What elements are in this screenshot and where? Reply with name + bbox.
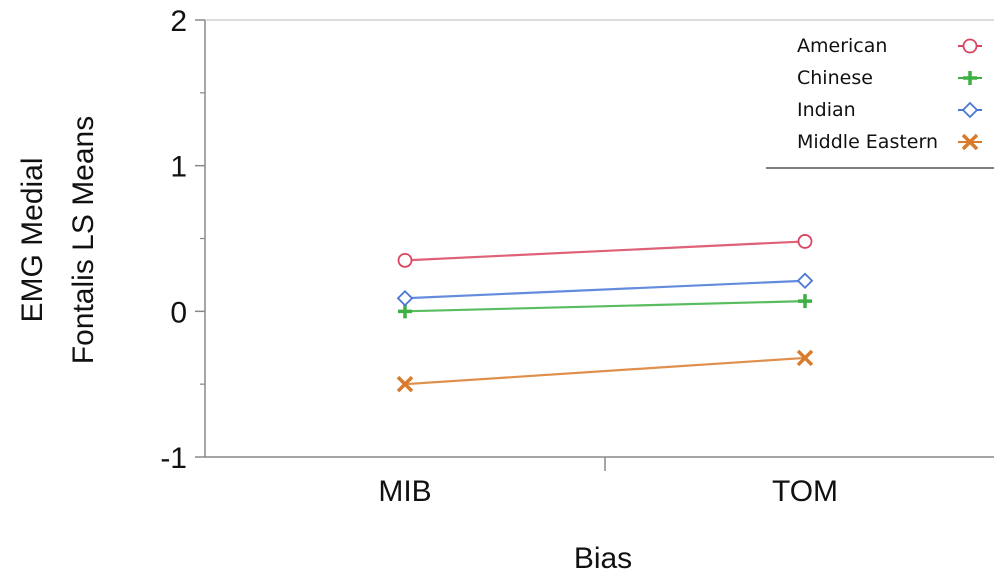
data-point-american-tom (797, 234, 813, 249)
legend-label: Chinese (797, 67, 873, 89)
legend-swatch-marker (961, 101, 979, 119)
series-line-american (404, 240, 806, 262)
y-tick-label: 2 (170, 5, 187, 38)
series-line-indian (404, 279, 806, 300)
series-chinese (398, 294, 812, 319)
legend-item-american: American (797, 35, 982, 57)
data-point-middle-eastern-tom (796, 349, 814, 367)
legend-item-chinese: Chinese (797, 67, 982, 89)
data-point-american-mib (397, 252, 413, 268)
y-tick-label: 0 (170, 296, 187, 329)
marker-shape (397, 252, 413, 268)
y-axis-title-line-2: Fontalis LS Means (67, 116, 100, 364)
legend: American Chinese Indian Middle Eastern (766, 35, 994, 169)
marker-shape (798, 294, 812, 309)
data-point-chinese-tom (798, 294, 812, 309)
legend-label: American (797, 35, 887, 57)
series-layer (396, 234, 814, 393)
x-axis: MIB TOM (378, 457, 838, 508)
series-line-middle-eastern (404, 356, 806, 386)
y-tick-label: 1 (170, 151, 187, 184)
legend-swatch-marker (961, 133, 979, 151)
data-point-indian-tom (796, 272, 814, 290)
marker-shape (961, 101, 979, 119)
data-point-indian-mib (396, 289, 414, 307)
marker-shape (963, 71, 977, 85)
marker-shape (961, 133, 979, 151)
series-american (397, 234, 813, 268)
series-middle-eastern (396, 349, 814, 393)
axis-titles: Bias EMG Medial Fontalis LS Means (16, 116, 632, 573)
marker-shape (797, 234, 813, 249)
legend-label: Middle Eastern (797, 131, 938, 153)
marker-shape (962, 38, 978, 54)
marker-shape (398, 304, 412, 319)
legend-swatch-marker (962, 38, 978, 54)
x-tick-label: MIB (378, 475, 431, 508)
legend-item-middle-eastern: Middle Eastern (797, 131, 982, 153)
data-point-chinese-mib (398, 304, 412, 319)
plot-frame (204, 19, 994, 458)
legend-item-indian: Indian (797, 99, 982, 121)
marker-shape (396, 289, 414, 307)
y-tick-label: -1 (160, 442, 187, 475)
legend-swatch-marker (963, 71, 977, 85)
series-line-chinese (404, 300, 806, 313)
legend-label: Indian (797, 99, 856, 121)
x-axis-title: Bias (574, 542, 632, 573)
y-axis-title-line-1: EMG Medial (16, 157, 49, 322)
marker-shape (796, 272, 814, 290)
y-axis: -1 0 1 2 (160, 5, 205, 475)
marker-shape (796, 349, 814, 367)
x-tick-label: TOM (772, 475, 838, 508)
data-point-middle-eastern-mib (396, 375, 414, 393)
marker-shape (396, 375, 414, 393)
series-indian (396, 272, 814, 307)
